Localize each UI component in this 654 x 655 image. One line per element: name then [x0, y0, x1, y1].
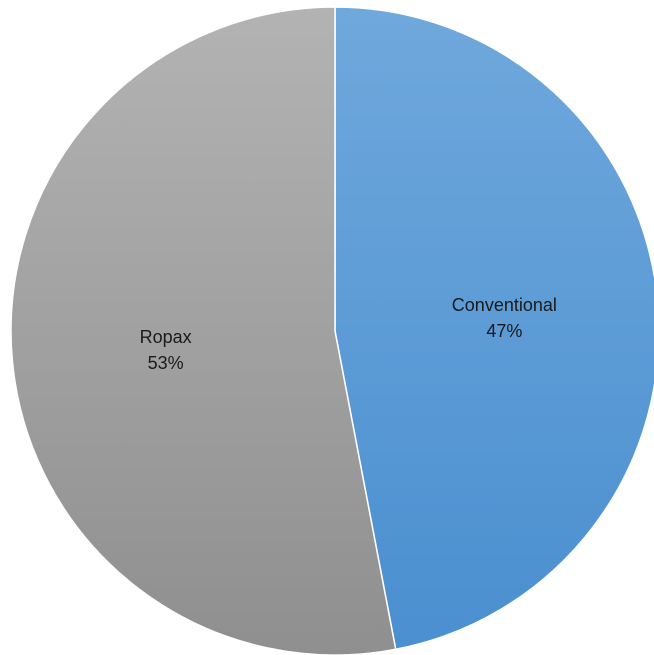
pie-slice-ropax[interactable]	[10, 6, 397, 655]
pie-slices	[10, 6, 654, 655]
slice-percent-ropax: 53%	[148, 353, 184, 373]
pie-slice-conventional[interactable]	[334, 6, 654, 651]
slice-label-ropax: Ropax	[140, 327, 192, 347]
slice-label-conventional: Conventional	[452, 295, 557, 315]
pie-labels: Conventional 47% Ropax 53%	[140, 295, 557, 373]
slice-percent-conventional: 47%	[486, 321, 522, 341]
